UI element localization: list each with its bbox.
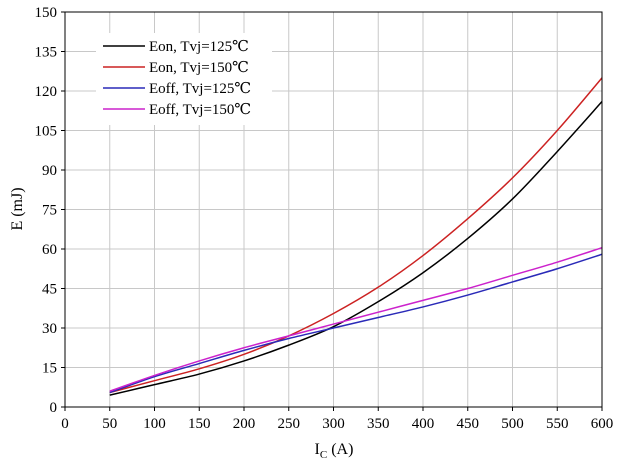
x-tick-label: 200 xyxy=(233,416,256,432)
x-tick-label: 150 xyxy=(188,416,211,432)
legend-label-3: Eoff, Tvj=125℃ xyxy=(149,81,251,97)
x-tick-label: 300 xyxy=(322,416,345,432)
y-axis-label: E (mJ) xyxy=(9,187,26,230)
series-line-4 xyxy=(109,246,603,392)
y-tick-label: 150 xyxy=(35,5,58,21)
y-tick-label: 60 xyxy=(42,242,57,258)
legend: Eon, Tvj=125℃ Eon, Tvj=150℃ Eoff, Tvj=125℃… xyxy=(96,33,272,125)
x-axis-label-subscript: C xyxy=(320,449,327,461)
y-tick-label: 135 xyxy=(35,45,58,61)
y-axis-ticks: 0 15 30 45 60 75 90 105 120 135 150 xyxy=(35,5,65,416)
series-line-1 xyxy=(109,101,603,396)
x-tick-label: 250 xyxy=(278,416,301,432)
x-tick-label: 350 xyxy=(367,416,390,432)
x-tick-label: 50 xyxy=(102,416,117,432)
plot-area xyxy=(109,77,603,396)
legend-label-1: Eon, Tvj=125℃ xyxy=(149,39,249,55)
x-tick-label: 450 xyxy=(457,416,480,432)
x-tick-label: 400 xyxy=(412,416,435,432)
legend-label-2: Eon, Tvj=150℃ xyxy=(149,60,249,76)
x-tick-label: 0 xyxy=(61,416,69,432)
y-tick-label: 45 xyxy=(42,282,57,298)
x-axis-label-unit: (A) xyxy=(331,441,353,458)
x-axis-label: IC (A) xyxy=(315,441,354,461)
series-line-2 xyxy=(109,77,603,394)
y-tick-label: 120 xyxy=(35,84,58,100)
x-tick-label: 600 xyxy=(591,416,614,432)
y-tick-label: 15 xyxy=(42,361,57,377)
x-tick-label: 100 xyxy=(143,416,166,432)
y-tick-label: 30 xyxy=(42,321,57,337)
y-tick-label: 105 xyxy=(35,124,58,140)
y-tick-label: 90 xyxy=(42,163,57,179)
x-tick-label: 550 xyxy=(546,416,569,432)
x-tick-label: 500 xyxy=(501,416,524,432)
x-axis-ticks: 0 50 100 150 200 250 300 350 400 450 500 550 600 xyxy=(61,407,613,432)
x-axis-label-main: I xyxy=(315,441,320,458)
legend-label-4: Eoff, Tvj=150℃ xyxy=(149,102,251,118)
y-tick-label: 75 xyxy=(42,203,57,219)
y-tick-label: 0 xyxy=(50,400,58,416)
series-line-3 xyxy=(109,253,603,394)
